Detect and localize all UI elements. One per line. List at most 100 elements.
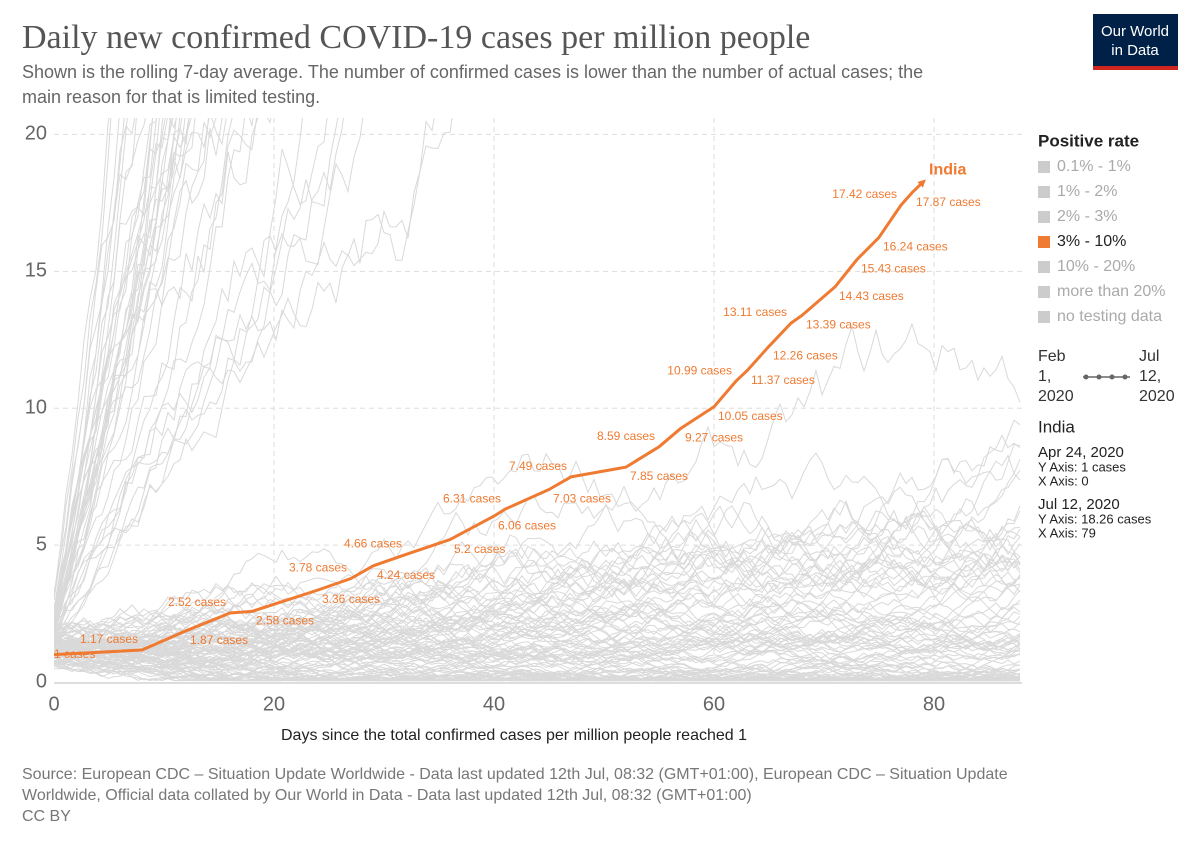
legend-label: 3% - 10% (1057, 233, 1126, 250)
background-line (54, 118, 339, 648)
background-line (54, 118, 303, 641)
background-line (54, 118, 259, 617)
background-line (54, 627, 1021, 682)
background-line (54, 118, 160, 624)
data-label: 9.27 cases (685, 430, 743, 444)
y-tick-label: 0 (36, 670, 47, 692)
timeline-dot (1122, 374, 1128, 380)
timeline[interactable]: Feb 1, 2020 Jul 12, 2020 (1038, 348, 1175, 405)
data-label: 4.24 cases (377, 568, 435, 582)
series-name: India (929, 161, 966, 178)
source: Worldwide, Official data collated by Our… (22, 787, 752, 804)
legend-swatch (1038, 261, 1050, 273)
background-line (54, 118, 453, 646)
background-line (54, 118, 233, 642)
legend-swatch (1038, 286, 1050, 298)
background-line (54, 631, 1021, 667)
background-line (54, 574, 1021, 655)
tooltip-date: Jul 12, 2020 (1038, 496, 1120, 513)
data-label: 10.99 cases (667, 363, 732, 377)
background-line (54, 118, 186, 629)
background-line (54, 118, 158, 614)
data-label: 10.05 cases (718, 409, 783, 423)
data-label: 3.78 cases (289, 561, 347, 575)
data-label: 16.24 cases (883, 240, 948, 254)
background-lines (54, 118, 1021, 682)
timeline-start: 1, (1038, 368, 1051, 385)
background-line (54, 523, 1021, 659)
subtitle: Shown is the rolling 7-day average. The … (22, 62, 923, 82)
background-line (54, 544, 1021, 663)
data-label: 7.49 cases (509, 459, 567, 473)
legend-title: Positive rate (1038, 131, 1139, 150)
y-tick-label: 10 (25, 396, 47, 418)
logo-text: in Data (1111, 42, 1159, 59)
background-line (54, 443, 1021, 638)
legend-swatch (1038, 161, 1050, 173)
data-label: 13.11 cases (723, 305, 787, 319)
tooltip-y: Y Axis: 1 cases (1038, 459, 1126, 474)
background-line (54, 554, 1021, 657)
background-line (54, 653, 1021, 682)
background-line (54, 118, 344, 642)
data-label: 1.87 cases (190, 633, 248, 647)
tooltip-country: India (1038, 417, 1075, 436)
background-line (54, 556, 1021, 649)
logo[interactable] (1093, 14, 1178, 70)
background-line (54, 118, 154, 630)
background-line (54, 499, 1021, 654)
data-label: 17.87 cases (916, 195, 981, 209)
data-label: 6.06 cases (498, 518, 556, 532)
legend-label: 2% - 3% (1057, 208, 1117, 225)
legend-swatch (1038, 311, 1050, 323)
background-line (54, 118, 110, 598)
background-line (54, 322, 1021, 641)
data-label: 5.2 cases (454, 542, 505, 556)
timeline-start: Feb (1038, 348, 1066, 365)
legend-swatch (1038, 186, 1050, 198)
data-label: 11.37 cases (751, 373, 815, 387)
data-label: 7.85 cases (630, 469, 688, 483)
background-line (54, 118, 177, 631)
data-label: 1.17 cases (80, 632, 138, 646)
background-line (54, 628, 1020, 682)
background-line (54, 118, 209, 629)
background-line (54, 118, 272, 623)
data-label: 14.43 cases (839, 289, 904, 303)
chart-title: Daily new confirmed COVID-19 cases per m… (22, 19, 810, 56)
timeline-dot (1109, 374, 1115, 380)
data-label: 3.36 cases (322, 592, 380, 606)
x-axis-label: Days since the total confirmed cases per… (281, 727, 747, 744)
background-line (54, 505, 1021, 663)
source: Source: European CDC – Situation Update … (22, 766, 1008, 783)
background-line (54, 118, 190, 613)
timeline-start: 2020 (1038, 388, 1074, 405)
legend-label: 0.1% - 1% (1057, 158, 1131, 175)
y-tick-label: 15 (25, 260, 47, 282)
subtitle: main reason for that is limited testing. (22, 87, 320, 107)
background-line (54, 118, 364, 629)
data-label: 2.58 cases (256, 614, 314, 628)
x-tick-label: 20 (263, 693, 285, 715)
data-label: 7.03 cases (553, 492, 611, 506)
x-tick-label: 60 (703, 693, 725, 715)
timeline-dot (1096, 374, 1102, 380)
background-line (54, 596, 1021, 682)
legend-label: no testing data (1057, 308, 1162, 325)
background-line (54, 519, 1021, 655)
background-line (54, 118, 174, 631)
background-line (54, 118, 112, 601)
timeline-dot (1083, 374, 1089, 380)
tooltip-date: Apr 24, 2020 (1038, 444, 1124, 461)
legend-label: more than 20% (1057, 283, 1166, 300)
logo-text: Our World (1101, 23, 1169, 40)
data-label: 4.66 cases (344, 537, 402, 551)
background-line (54, 118, 136, 593)
y-tick-label: 5 (36, 533, 47, 555)
legend-swatch (1038, 211, 1050, 223)
legend-label: 1% - 2% (1057, 183, 1117, 200)
x-tick-label: 40 (483, 693, 505, 715)
legend-label: 10% - 20% (1057, 258, 1135, 275)
background-line (54, 118, 125, 611)
